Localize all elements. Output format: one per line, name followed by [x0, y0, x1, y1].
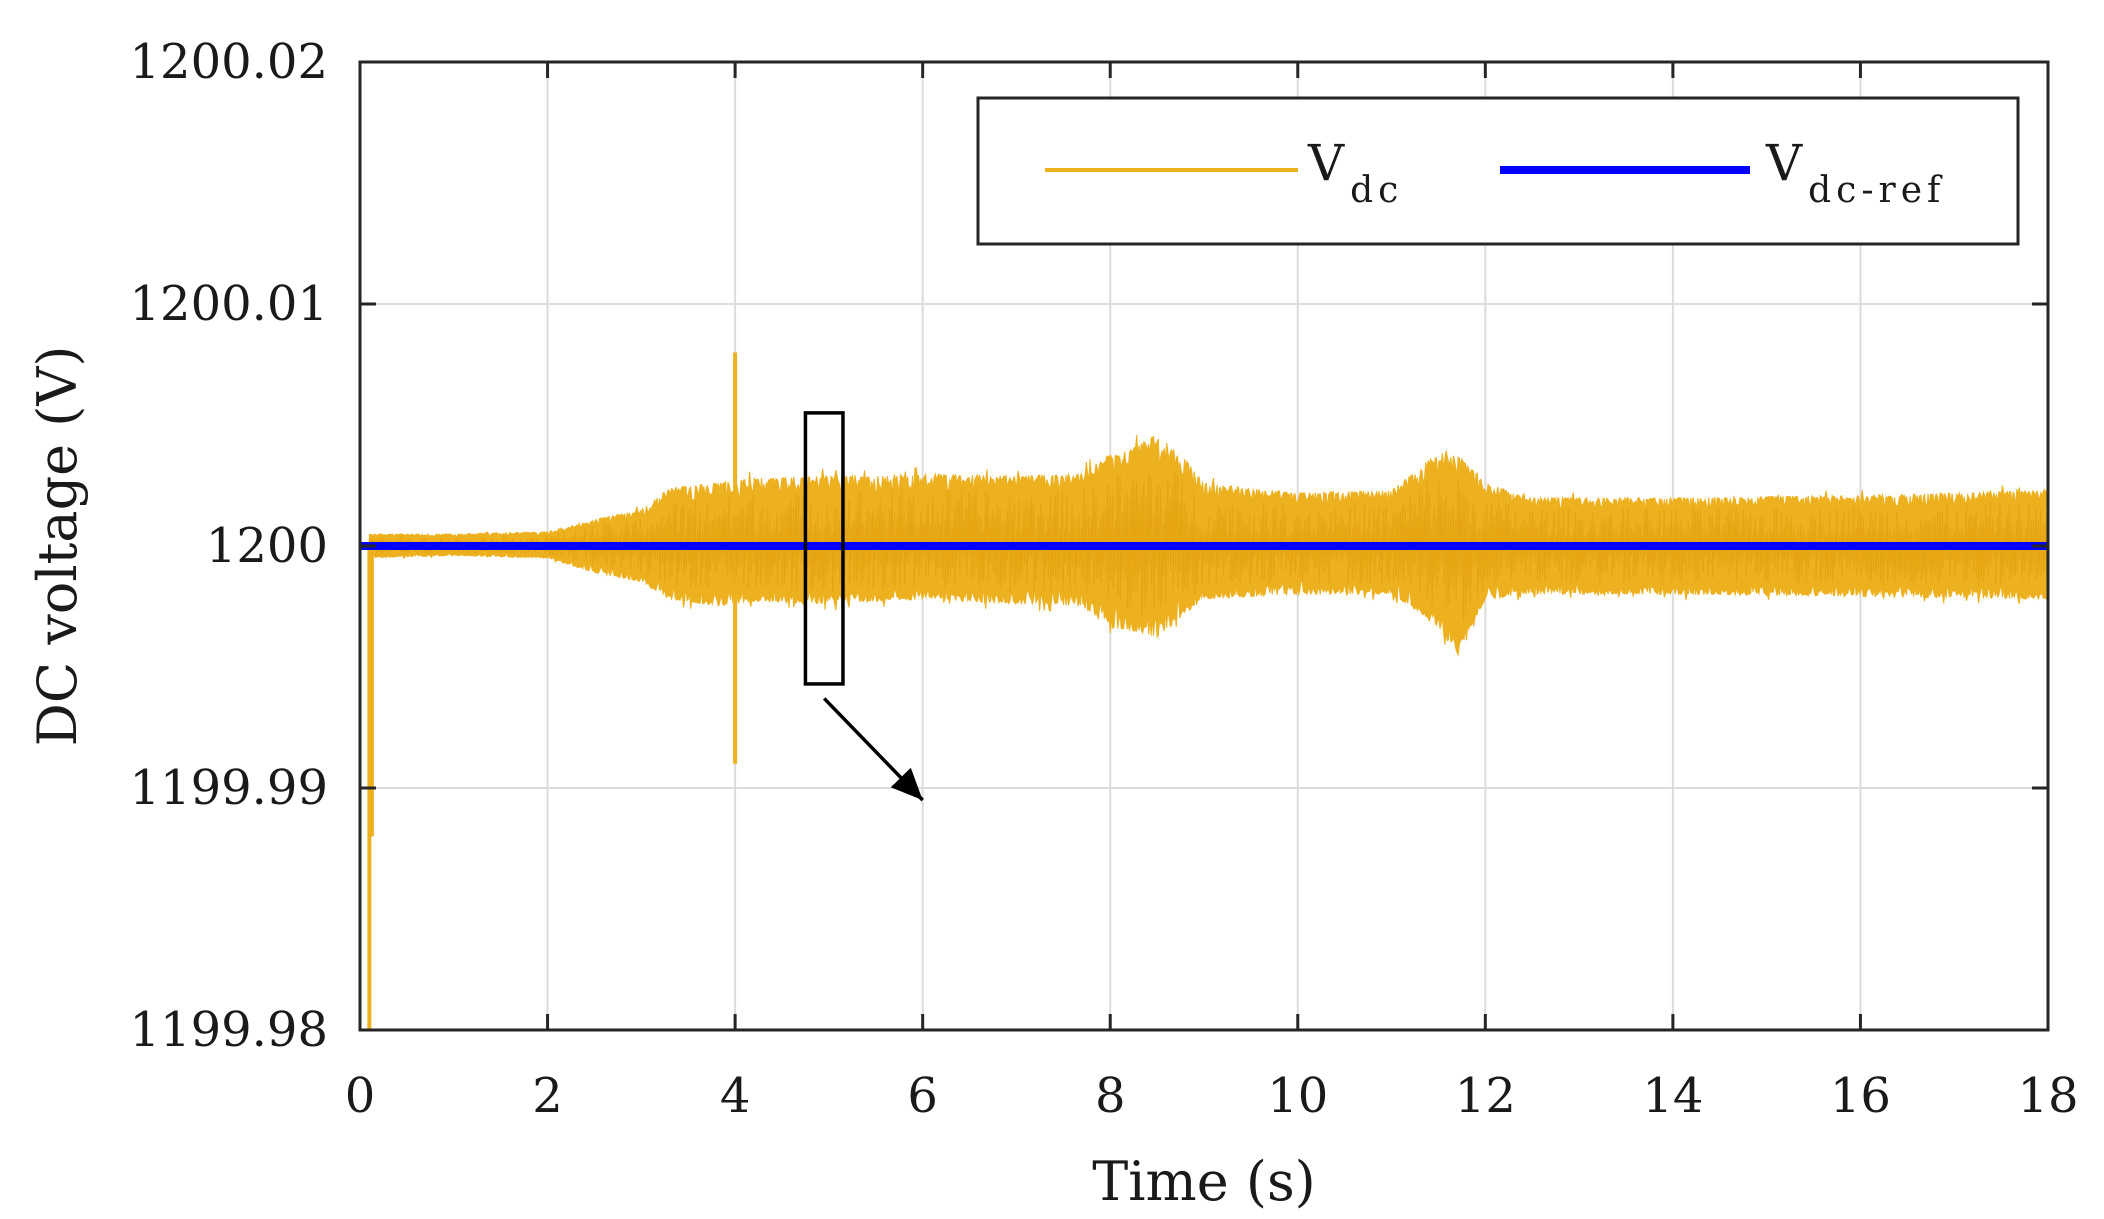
zoom-arrow-annotation	[822, 697, 924, 802]
x-tick-label: 2	[532, 1068, 563, 1124]
y-axis-tick-labels: 1199.98 1199.99 1200 1200.01 1200.02	[130, 34, 329, 1058]
legend-label-vdc-main: V	[1307, 134, 1345, 192]
y-tick-label: 1199.99	[130, 760, 329, 816]
legend-label-vdc-sub: dc	[1350, 170, 1403, 211]
y-tick-label: 1200.02	[130, 34, 329, 90]
y-axis-label: DC voltage (V)	[26, 346, 89, 747]
x-tick-label: 0	[345, 1068, 376, 1124]
legend-label-vdc-ref-main: V	[1765, 134, 1803, 192]
x-tick-label: 18	[2017, 1068, 2078, 1124]
x-tick-label: 14	[1642, 1068, 1703, 1124]
zoom-box-annotation	[803, 411, 845, 686]
x-tick-label: 4	[720, 1068, 751, 1124]
x-tick-label: 10	[1267, 1068, 1328, 1124]
series-vdc-noise	[368, 471, 2048, 622]
x-axis-label: Time (s)	[1092, 1150, 1315, 1213]
y-tick-label: 1200.01	[130, 276, 329, 332]
x-axis-tick-labels: 0 2 4 6 8 10 12 14 16 18	[345, 1068, 2079, 1124]
x-tick-label: 16	[1830, 1068, 1891, 1124]
x-tick-label: 6	[907, 1068, 938, 1124]
x-tick-label: 12	[1455, 1068, 1516, 1124]
legend-label-vdc-ref-sub: dc-ref	[1808, 170, 1945, 211]
x-tick-label: 8	[1095, 1068, 1126, 1124]
y-tick-label: 1200	[206, 518, 328, 574]
y-tick-label: 1199.98	[130, 1002, 329, 1058]
axis-ticks	[358, 60, 2050, 1032]
